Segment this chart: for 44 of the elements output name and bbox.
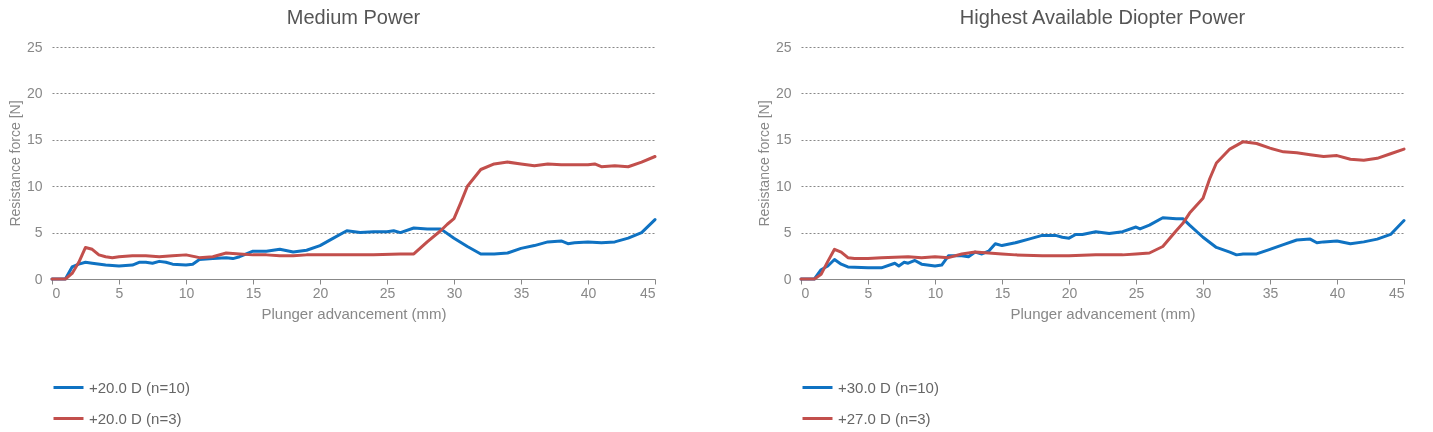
line-series bbox=[50, 155, 657, 281]
x-tick-label: 20 bbox=[1061, 284, 1078, 301]
x-tick-label: 35 bbox=[513, 284, 530, 301]
y-tick-label: 0 bbox=[34, 270, 43, 287]
legend-label: +27.0 D (n=3) bbox=[838, 409, 931, 427]
x-tick-label: 30 bbox=[446, 284, 463, 301]
x-tick-label: 25 bbox=[1128, 284, 1145, 301]
x-tick-label: 5 bbox=[115, 284, 124, 301]
x-tick-label: 35 bbox=[1262, 284, 1279, 301]
x-tick-label: 45 bbox=[639, 284, 656, 301]
y-axis-title: Resistance force [N] bbox=[6, 100, 23, 227]
y-tick-label: 20 bbox=[775, 84, 792, 101]
x-tick-label: 10 bbox=[927, 284, 944, 301]
y-tick-label: 10 bbox=[775, 177, 792, 194]
y-axis-title: Resistance force [N] bbox=[755, 100, 772, 227]
x-axis-title: Plunger advancement (mm) bbox=[261, 304, 447, 322]
x-tick-label: 25 bbox=[379, 284, 396, 301]
legend-label: +20.0 D (n=10) bbox=[89, 378, 190, 396]
y-tick-label: 25 bbox=[775, 38, 792, 55]
legend-label: +30.0 D (n=10) bbox=[838, 378, 939, 396]
chart-title: Medium Power bbox=[286, 6, 421, 28]
x-tick-label: 40 bbox=[580, 284, 597, 301]
legend-label: +20.0 D (n=3) bbox=[89, 409, 182, 427]
y-tick-label: 10 bbox=[26, 177, 43, 194]
x-tick-label: 45 bbox=[1388, 284, 1405, 301]
y-tick-label: 20 bbox=[26, 84, 43, 101]
y-tick-label: 5 bbox=[34, 224, 43, 241]
x-tick-label: 15 bbox=[245, 284, 262, 301]
x-tick-label: 5 bbox=[864, 284, 873, 301]
y-tick-label: 0 bbox=[783, 270, 792, 287]
x-tick-label: 0 bbox=[801, 284, 810, 301]
x-tick-label: 20 bbox=[312, 284, 329, 301]
x-axis-title: Plunger advancement (mm) bbox=[1010, 304, 1196, 322]
chart-title: Highest Available Diopter Power bbox=[959, 6, 1246, 28]
y-tick-label: 25 bbox=[26, 38, 43, 55]
y-tick-label: 15 bbox=[26, 131, 43, 148]
x-tick-label: 40 bbox=[1329, 284, 1346, 301]
y-tick-label: 15 bbox=[775, 131, 792, 148]
x-tick-label: 15 bbox=[994, 284, 1011, 301]
y-tick-label: 5 bbox=[783, 224, 792, 241]
line-series bbox=[799, 140, 1406, 281]
x-tick-label: 10 bbox=[178, 284, 195, 301]
x-tick-label: 30 bbox=[1195, 284, 1212, 301]
x-tick-label: 0 bbox=[52, 284, 61, 301]
